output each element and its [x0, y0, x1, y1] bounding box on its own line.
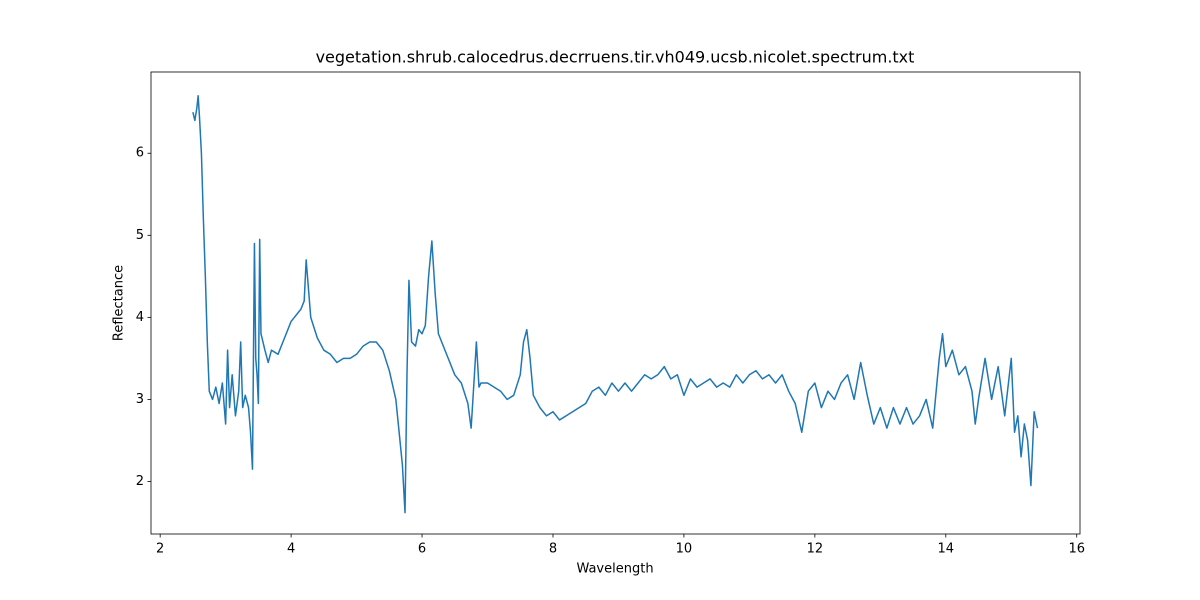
x-axis-label: Wavelength	[576, 562, 653, 577]
x-tick-label: 6	[418, 542, 426, 557]
y-tick-label: 6	[136, 146, 144, 161]
plot-frame	[150, 71, 1081, 535]
y-tick-label: 4	[136, 310, 144, 325]
y-tick-label: 5	[136, 228, 144, 243]
chart-title: vegetation.shrub.calocedrus.decrruens.ti…	[316, 48, 915, 67]
y-tick-label: 3	[136, 392, 144, 407]
spectrum-line	[192, 95, 1039, 514]
y-axis-label: Reflectance	[112, 265, 127, 341]
y-tick-label: 2	[136, 474, 144, 489]
x-tick-label: 16	[1068, 542, 1085, 557]
x-tick-label: 4	[287, 542, 295, 557]
x-tick-label: 12	[807, 542, 824, 557]
x-tick-label: 14	[938, 542, 955, 557]
x-tick-label: 8	[549, 542, 557, 557]
x-tick-label: 10	[676, 542, 693, 557]
x-tick-label: 2	[156, 542, 164, 557]
